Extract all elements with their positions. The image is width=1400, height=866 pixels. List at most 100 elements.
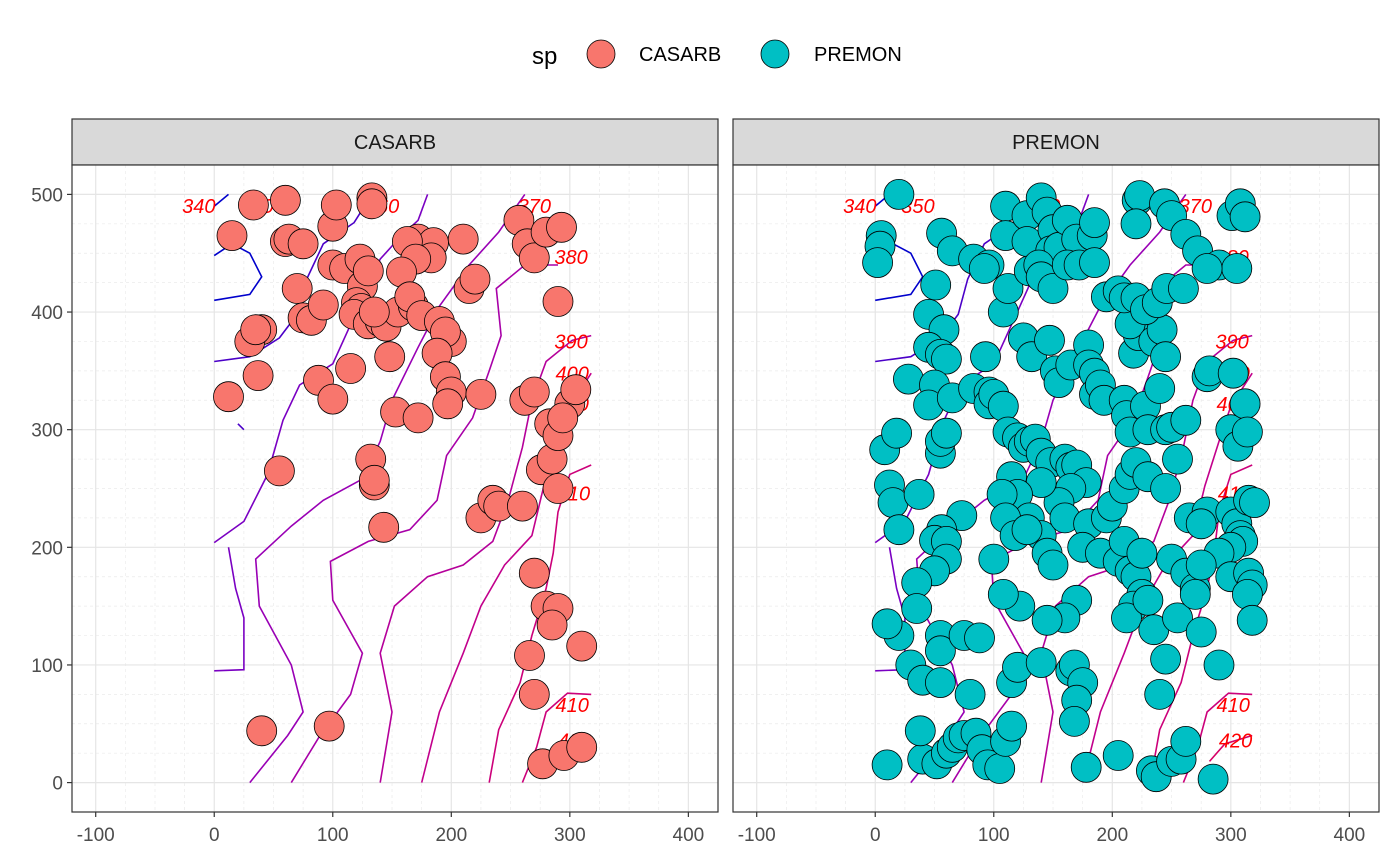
data-point-casarb <box>514 640 545 671</box>
y-tick-label: 0 <box>52 774 63 795</box>
x-tick-label: 0 <box>870 825 881 846</box>
data-point-casarb <box>368 511 400 543</box>
data-point-premon <box>1102 740 1134 771</box>
legend-title: sp <box>532 43 557 70</box>
data-point-casarb <box>358 296 390 328</box>
data-point-premon <box>1197 763 1229 795</box>
data-point-premon <box>1221 253 1253 284</box>
data-point-casarb <box>447 223 479 255</box>
data-point-premon <box>1217 357 1249 389</box>
data-point-premon <box>1070 751 1102 783</box>
legend-label-premon: PREMON <box>814 44 902 66</box>
data-point-premon <box>901 567 933 598</box>
data-point-casarb <box>240 314 272 346</box>
panel-casarb: 340350360370380390400400410410420 <box>71 164 719 813</box>
y-axis: 0 100 200 300 400 500 <box>31 185 72 795</box>
data-point-premon <box>970 341 1001 373</box>
facet-title-premon: PREMON <box>1012 132 1100 154</box>
x-axis-casarb: -100 0 100 200 300 400 <box>77 812 705 846</box>
data-point-premon <box>968 253 1000 284</box>
data-point-premon <box>954 679 986 710</box>
data-point-premon <box>931 417 962 449</box>
data-point-casarb <box>518 376 550 408</box>
data-point-casarb <box>402 402 434 434</box>
data-point-premon <box>964 622 995 654</box>
data-point-premon <box>1079 247 1110 279</box>
contour-label-380: 380 <box>554 247 587 269</box>
x-tick-label: 100 <box>317 825 349 846</box>
data-point-premon <box>862 247 893 279</box>
data-point-premon <box>1111 602 1142 634</box>
data-point-premon <box>1191 253 1223 284</box>
data-point-casarb <box>246 715 278 747</box>
data-point-premon <box>992 273 1024 304</box>
data-point-premon <box>1150 341 1181 373</box>
data-point-casarb <box>307 289 339 321</box>
data-point-premon <box>1229 388 1261 420</box>
data-point-premon <box>1179 579 1211 610</box>
data-point-premon <box>1126 537 1158 569</box>
data-point-premon <box>1168 273 1199 304</box>
x-tick-label: 200 <box>435 825 467 846</box>
data-point-premon <box>1144 679 1176 710</box>
data-point-premon <box>978 543 1010 575</box>
legend-key-premon <box>760 39 790 69</box>
data-point-premon <box>925 667 956 698</box>
data-point-premon <box>1150 473 1181 504</box>
data-point-premon <box>871 608 903 640</box>
panel-border <box>71 164 719 813</box>
contour-line-360 <box>214 547 245 672</box>
data-point-premon <box>1170 726 1202 757</box>
data-point-premon <box>1025 647 1057 678</box>
x-tick-label: 400 <box>673 825 705 846</box>
contour-label-390: 390 <box>554 332 587 354</box>
facet-strip-casarb: CASARB <box>71 118 719 166</box>
data-point-casarb <box>242 360 274 392</box>
contour-line-420 <box>1208 734 1253 762</box>
contour-line-340 <box>213 193 230 207</box>
data-point-casarb <box>313 710 345 742</box>
data-point-casarb <box>518 679 550 710</box>
data-point-premon <box>1037 273 1069 304</box>
data-point-casarb <box>317 383 349 415</box>
data-point-premon <box>984 753 1016 784</box>
data-point-premon <box>1170 404 1202 436</box>
x-tick-label: 0 <box>209 825 220 846</box>
data-point-premon <box>1232 416 1263 448</box>
data-point-premon <box>883 178 915 210</box>
data-point-premon <box>920 269 952 301</box>
x-tick-label: -100 <box>77 825 115 846</box>
contour-line-350 <box>237 423 245 431</box>
data-point-premon <box>1162 443 1193 475</box>
y-tick-label: 200 <box>31 538 63 559</box>
contour-label-420: 420 <box>1219 730 1252 752</box>
x-axis-premon: -100 0 100 200 300 400 <box>738 812 1365 846</box>
data-point-premon <box>1144 373 1176 404</box>
data-point-premon <box>1120 208 1152 240</box>
data-point-premon <box>903 478 935 510</box>
data-point-premon <box>996 710 1027 742</box>
data-point-premon <box>1232 579 1263 610</box>
contour-label-410: 410 <box>1217 695 1250 717</box>
x-tick-label: -100 <box>738 825 776 846</box>
data-point-premon <box>1239 487 1270 519</box>
data-point-casarb <box>216 220 248 252</box>
contour-line-390 <box>379 334 592 783</box>
contour-label-390: 390 <box>1215 332 1248 354</box>
data-point-premon <box>1011 514 1043 546</box>
data-point-casarb <box>320 189 352 221</box>
y-tick-label: 300 <box>31 421 63 442</box>
x-tick-label: 200 <box>1096 825 1128 846</box>
data-point-premon <box>987 390 1019 422</box>
x-tick-label: 300 <box>554 825 586 846</box>
data-point-casarb <box>459 263 491 295</box>
data-point-casarb <box>213 381 244 413</box>
data-point-premon <box>871 749 903 781</box>
data-point-premon <box>1079 207 1110 239</box>
data-point-casarb <box>518 242 550 274</box>
data-point-premon <box>1031 604 1063 636</box>
data-point-premon <box>883 514 915 546</box>
data-point-premon <box>1229 201 1261 233</box>
data-point-casarb <box>560 374 592 406</box>
